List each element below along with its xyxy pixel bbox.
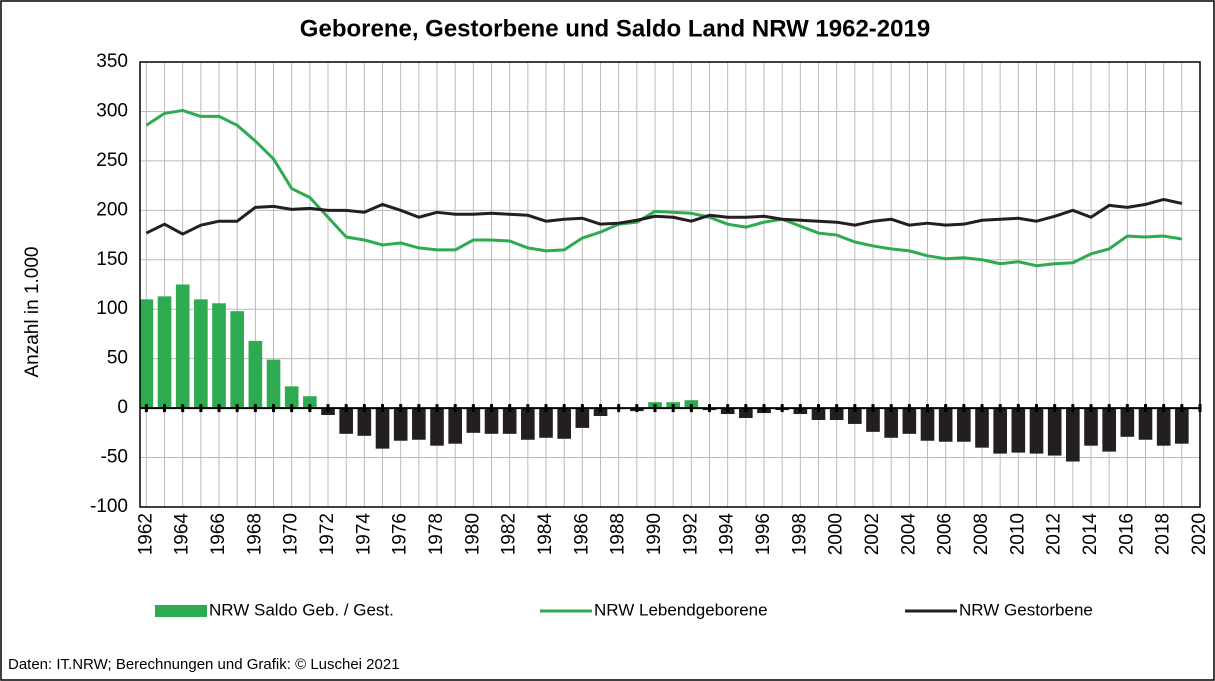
- bar: [339, 408, 353, 434]
- x-tick-label: 2010: [1007, 513, 1028, 555]
- x-tick-label: 2012: [1044, 513, 1065, 555]
- bar: [175, 284, 190, 409]
- x-tick-label: 1968: [244, 513, 265, 555]
- bar: [303, 396, 317, 409]
- bar: [1066, 408, 1080, 462]
- bar: [230, 311, 245, 409]
- y-tick-label: 250: [96, 150, 128, 171]
- bar: [393, 408, 408, 441]
- x-tick-label: 1982: [499, 513, 520, 555]
- chart-title: Geborene, Gestorbene und Saldo Land NRW …: [300, 15, 930, 42]
- x-tick-label: 1978: [426, 513, 447, 555]
- x-tick-label: 1976: [390, 513, 411, 555]
- bar: [884, 408, 898, 438]
- bar: [484, 408, 499, 434]
- bar: [739, 408, 753, 418]
- x-tick-label: 1988: [608, 513, 629, 555]
- bar: [157, 296, 172, 409]
- bar: [357, 408, 372, 436]
- bar: [412, 408, 426, 440]
- bar: [284, 386, 299, 409]
- x-tick-label: 1998: [789, 513, 810, 555]
- y-tick-label: 200: [96, 199, 128, 220]
- bar: [248, 340, 263, 409]
- line: [145, 197, 1183, 236]
- bar: [975, 408, 989, 448]
- source: Daten: IT.NRW; Berechnungen und Grafik: …: [8, 656, 400, 673]
- bar: [1156, 408, 1171, 446]
- y-tick-label: 150: [96, 249, 128, 270]
- legend-swatch: [155, 605, 207, 617]
- bar: [848, 408, 862, 424]
- bar: [993, 408, 1007, 454]
- x-tick-label: 2002: [862, 513, 883, 555]
- y-tick-label: -50: [101, 447, 128, 468]
- bar: [575, 408, 590, 428]
- y-axis-label: Anzahl in 1.000: [22, 247, 43, 378]
- bar: [1011, 408, 1026, 453]
- bar: [139, 299, 154, 409]
- bar: [1175, 408, 1189, 444]
- x-tick-label: 1990: [644, 513, 665, 555]
- x-tick-label: 2018: [1153, 513, 1174, 555]
- bar: [430, 408, 444, 446]
- x-tick-label: 1964: [172, 513, 193, 556]
- x-tick-label: 1994: [717, 513, 738, 556]
- bar: [266, 359, 281, 409]
- bar: [1138, 408, 1153, 440]
- bar: [1102, 408, 1116, 452]
- bar: [539, 408, 553, 438]
- bar: [811, 408, 826, 420]
- x-tick-label: 2006: [935, 513, 956, 555]
- x-tick-label: 1962: [135, 513, 156, 555]
- x-tick-label: 2000: [826, 513, 847, 555]
- bar: [194, 299, 208, 409]
- bar: [1047, 408, 1062, 456]
- x-tick-label: 1970: [281, 513, 302, 555]
- x-tick-label: 1974: [353, 513, 374, 556]
- x-tick-label: 1966: [208, 513, 229, 555]
- bar: [502, 408, 517, 434]
- bar: [938, 408, 953, 442]
- legend-label: NRW Saldo Geb. / Gest.: [209, 600, 394, 619]
- bar: [1120, 408, 1135, 437]
- line: [145, 108, 1183, 268]
- y-tick-label: 300: [96, 100, 128, 121]
- x-tick-label: 2020: [1189, 513, 1210, 555]
- y-tick-label: 350: [96, 51, 128, 72]
- x-tick-label: 1980: [462, 513, 483, 555]
- bar: [557, 408, 571, 439]
- bar: [466, 408, 481, 433]
- bar: [1084, 408, 1098, 446]
- x-tick-label: 2016: [1116, 513, 1137, 555]
- y-tick-label: 50: [107, 348, 128, 369]
- bar: [920, 408, 935, 441]
- y-tick-label: 100: [96, 298, 128, 319]
- x-tick-label: 2004: [898, 513, 919, 556]
- bar: [521, 408, 535, 440]
- bar: [448, 408, 462, 444]
- legend-label: NRW Lebendgeborene: [594, 600, 768, 619]
- bar: [1029, 408, 1044, 454]
- x-tick-label: 1972: [317, 513, 338, 555]
- bar: [375, 408, 390, 449]
- x-tick-label: 1996: [753, 513, 774, 555]
- bar: [866, 408, 880, 432]
- bar: [212, 303, 226, 409]
- x-tick-label: 1984: [535, 513, 556, 556]
- x-tick-label: 1986: [571, 513, 592, 555]
- y-tick-label: -100: [90, 496, 128, 517]
- legend-label: NRW Gestorbene: [959, 600, 1093, 619]
- bar: [902, 408, 917, 434]
- bar: [957, 408, 971, 442]
- plot-border: [139, 61, 1201, 508]
- bar: [829, 408, 844, 420]
- x-tick-label: 1992: [680, 513, 701, 555]
- x-tick-label: 2008: [971, 513, 992, 555]
- y-tick-label: 0: [117, 397, 128, 418]
- x-tick-label: 2014: [1080, 513, 1101, 556]
